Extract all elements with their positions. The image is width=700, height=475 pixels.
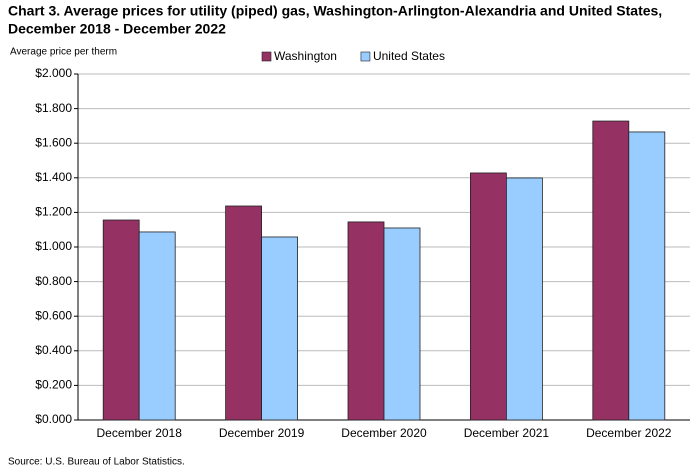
legend-label: Washington (274, 49, 337, 63)
y-tick-label: $0.200 (35, 378, 72, 392)
y-tick-label: $1.200 (35, 205, 72, 219)
y-tick-label: $0.800 (35, 274, 72, 288)
y-tick-label: $1.800 (35, 101, 72, 115)
x-tick-label: December 2018 (97, 426, 183, 440)
bar (469, 172, 507, 421)
y-tick-label: $1.000 (35, 239, 72, 253)
legend-label: United States (373, 49, 445, 63)
y-tick-label: $0.400 (35, 343, 72, 357)
bar (383, 227, 421, 421)
bar (347, 221, 385, 421)
legend-swatch (360, 51, 371, 62)
y-tick-label: $1.600 (35, 135, 72, 149)
bar (628, 131, 666, 421)
bar (225, 205, 263, 421)
chart-title: December 2018 - December 2022 (8, 21, 226, 37)
x-tick-label: December 2021 (464, 426, 550, 440)
source: Source: U.S. Bureau of Labor Statistics. (8, 457, 185, 468)
chart-title: Chart 3. Average prices for utility (pip… (8, 3, 662, 19)
y-tick-label: $0.600 (35, 308, 72, 322)
x-tick-label: December 2020 (341, 426, 427, 440)
y-tick-label: $2.000 (35, 66, 72, 80)
y-tick-label: $1.400 (35, 170, 72, 184)
bar (592, 120, 630, 421)
bar (102, 219, 140, 421)
bar (505, 177, 543, 421)
y-axis-label: Average price per therm (10, 47, 117, 58)
y-tick-label: $0.000 (35, 412, 72, 426)
legend-swatch (261, 51, 272, 62)
bar (138, 231, 176, 421)
x-tick-label: December 2019 (219, 426, 305, 440)
x-tick-label: December 2022 (586, 426, 672, 440)
bar (261, 236, 299, 421)
